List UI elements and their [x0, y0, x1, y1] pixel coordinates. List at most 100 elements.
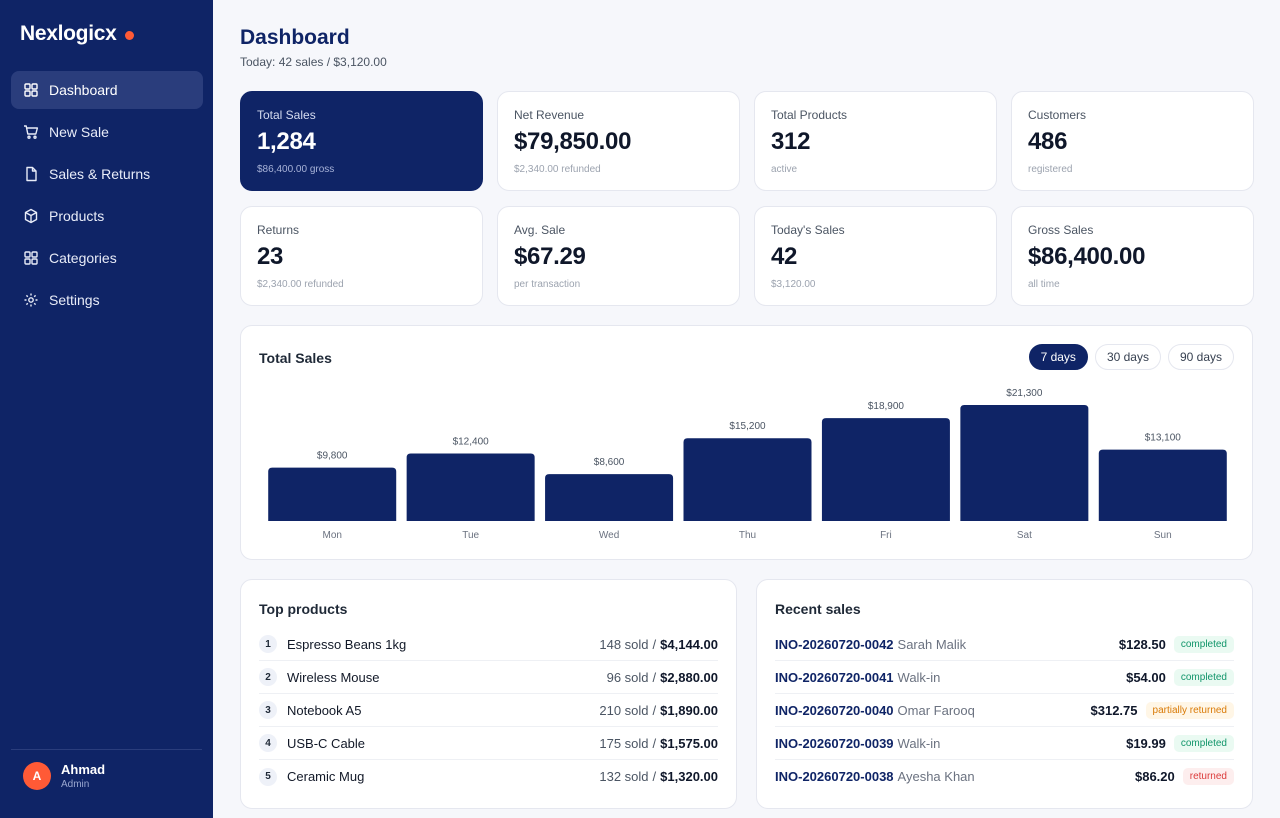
chart-bar-sun[interactable]: [1098, 449, 1227, 521]
sale-amount: $19.99: [1126, 735, 1166, 751]
chart-bar-wed[interactable]: [545, 474, 674, 521]
sale-customer: Sarah Malik: [897, 636, 967, 652]
range-tabs: 7 days 30 days 90 days: [1022, 344, 1234, 370]
user-role: Admin: [61, 779, 90, 790]
sale-id[interactable]: INO-20260720-0040: [775, 702, 894, 718]
table-row[interactable]: INO-20260720-0039 Walk-in $19.99 complet…: [775, 727, 1234, 760]
product-sold: 175 sold: [599, 735, 649, 751]
recent-sales-card: Recent sales INO-20260720-0042 Sarah Mal…: [756, 579, 1253, 809]
table-row[interactable]: INO-20260720-0042 Sarah Malik $128.50 co…: [775, 628, 1234, 661]
sale-id[interactable]: INO-20260720-0042: [775, 636, 894, 652]
stat-label: Total Sales: [257, 108, 316, 122]
stat-value: $86,400.00: [1028, 243, 1146, 270]
stat-value: 42: [771, 243, 798, 270]
list-item[interactable]: 3 Notebook A5 210 sold / $1,890.00: [259, 694, 718, 727]
range-tab-30-days[interactable]: 30 days: [1094, 344, 1161, 370]
list-item[interactable]: 2 Wireless Mouse 96 sold / $2,880.00: [259, 661, 718, 694]
separator: /: [652, 636, 657, 652]
sale-amount: $86.20: [1134, 769, 1175, 784]
table-row[interactable]: INO-20260720-0038 Ayesha Khan $86.20 ret…: [775, 760, 1234, 793]
chart-title: Total Sales: [259, 350, 332, 366]
rank-badge: 2: [259, 668, 277, 686]
rank-badge: 1: [259, 635, 277, 653]
status-badge: completed: [1173, 734, 1234, 752]
document-icon: [23, 166, 39, 182]
brand-logo[interactable]: Nexlogicx: [20, 22, 134, 46]
product-amount: $1,890.00: [660, 702, 718, 718]
sidebar-item-sales-returns[interactable]: Sales & Returns: [11, 155, 203, 193]
sidebar-item-new-sale[interactable]: New Sale: [11, 113, 203, 151]
chart-bar-thu[interactable]: [683, 438, 812, 521]
stat-note: registered: [1028, 164, 1073, 175]
list-item[interactable]: 4 USB-C Cable 175 sold / $1,575.00: [259, 727, 718, 760]
chart-value-label: $13,100: [1145, 433, 1182, 444]
sales-chart: $9,800 Mon $12,400 Tue $8,600 Wed $15,200 Thu $1…: [268, 388, 1227, 541]
chart-value-label: $8,600: [594, 457, 625, 468]
chart-value-label: $21,300: [1006, 388, 1043, 399]
chart-value-label: $18,900: [868, 401, 905, 412]
product-name: Ceramic Mug: [287, 769, 365, 784]
brand-dot: [124, 31, 134, 40]
top-products-list: 1 Espresso Beans 1kg 148 sold / $4,144.0…: [259, 628, 718, 793]
chart-bar-tue[interactable]: [406, 453, 535, 521]
stat-card-net-revenue[interactable]: Net Revenue $79,850.00 $2,340.00 refunde…: [497, 91, 740, 191]
chart-tick-label: Sat: [1017, 530, 1032, 541]
box-icon: [23, 208, 39, 224]
stat-note: per transaction: [514, 279, 581, 290]
brand-name: Nexlogicx: [20, 22, 117, 45]
product-sold: 210 sold: [599, 702, 649, 718]
chart-bar-sat[interactable]: [960, 405, 1089, 521]
stat-card-customers[interactable]: Customers 486 registered: [1011, 91, 1254, 191]
stat-card-gross-sales[interactable]: Gross Sales $86,400.00 all time: [1011, 206, 1254, 306]
list-item[interactable]: 5 Ceramic Mug 132 sold / $1,320.00: [259, 760, 718, 793]
stat-card-total-sales[interactable]: Total Sales 1,284 $86,400.00 gross: [240, 91, 483, 191]
recent-sales-title: Recent sales: [775, 601, 861, 617]
list-item[interactable]: 1 Espresso Beans 1kg 148 sold / $4,144.0…: [259, 628, 718, 661]
sale-id[interactable]: INO-20260720-0038: [775, 769, 894, 784]
recent-sales-list: INO-20260720-0042 Sarah Malik $128.50 co…: [775, 628, 1234, 793]
sidebar-item-dashboard[interactable]: Dashboard: [11, 71, 203, 109]
product-sold: 96 sold: [606, 669, 649, 685]
chart-bar-mon[interactable]: [268, 467, 397, 521]
chart-bar-fri[interactable]: [821, 418, 950, 521]
cart-icon: [23, 124, 39, 140]
sidebar: Nexlogicx Dashboard New Sale Sales & Ret…: [0, 0, 213, 818]
sidebar-item-settings[interactable]: Settings: [11, 281, 203, 319]
user-profile[interactable]: A Ahmad Admin: [23, 762, 105, 790]
chart-value-label: $9,800: [317, 451, 348, 462]
stat-card-avg-sale[interactable]: Avg. Sale $67.29 per transaction: [497, 206, 740, 306]
sale-amount: $128.50: [1118, 636, 1166, 652]
stat-value: 23: [257, 243, 284, 270]
separator: /: [652, 769, 657, 784]
sidebar-item-products[interactable]: Products: [11, 197, 203, 235]
separator: /: [652, 735, 657, 751]
range-tab-7-days[interactable]: 7 days: [1028, 344, 1088, 370]
sidebar-item-label: Sales & Returns: [49, 166, 151, 182]
stat-value: 1,284: [257, 128, 316, 155]
product-amount: $2,880.00: [660, 669, 718, 685]
sale-id[interactable]: INO-20260720-0039: [775, 735, 894, 751]
stat-card-todays-sales[interactable]: Today's Sales 42 $3,120.00: [754, 206, 997, 306]
stat-card-returns[interactable]: Returns 23 $2,340.00 refunded: [240, 206, 483, 306]
separator: /: [652, 669, 657, 685]
stat-note: all time: [1028, 279, 1060, 290]
separator: /: [652, 702, 657, 718]
page-subtitle: Today: 42 sales / $3,120.00: [240, 55, 387, 69]
sale-customer: Ayesha Khan: [897, 769, 975, 784]
table-row[interactable]: INO-20260720-0040 Omar Farooq $312.75 pa…: [775, 694, 1234, 727]
stat-value: $67.29: [514, 243, 586, 270]
stat-note: $86,400.00 gross: [257, 164, 335, 175]
stat-note: $2,340.00 refunded: [514, 164, 601, 175]
chart-tick-label: Tue: [462, 530, 479, 541]
range-tab-90-days[interactable]: 90 days: [1167, 344, 1234, 370]
chart-tick-label: Mon: [322, 530, 341, 541]
stat-card-total-products[interactable]: Total Products 312 active: [754, 91, 997, 191]
product-name: USB-C Cable: [287, 735, 366, 751]
sale-amount: $54.00: [1126, 669, 1166, 685]
stat-label: Total Products: [771, 108, 848, 122]
sale-id[interactable]: INO-20260720-0041: [775, 669, 894, 685]
stat-label: Today's Sales: [771, 223, 845, 237]
sidebar-item-categories[interactable]: Categories: [11, 239, 203, 277]
table-row[interactable]: INO-20260720-0041 Walk-in $54.00 complet…: [775, 661, 1234, 694]
rank-badge: 4: [259, 734, 277, 752]
